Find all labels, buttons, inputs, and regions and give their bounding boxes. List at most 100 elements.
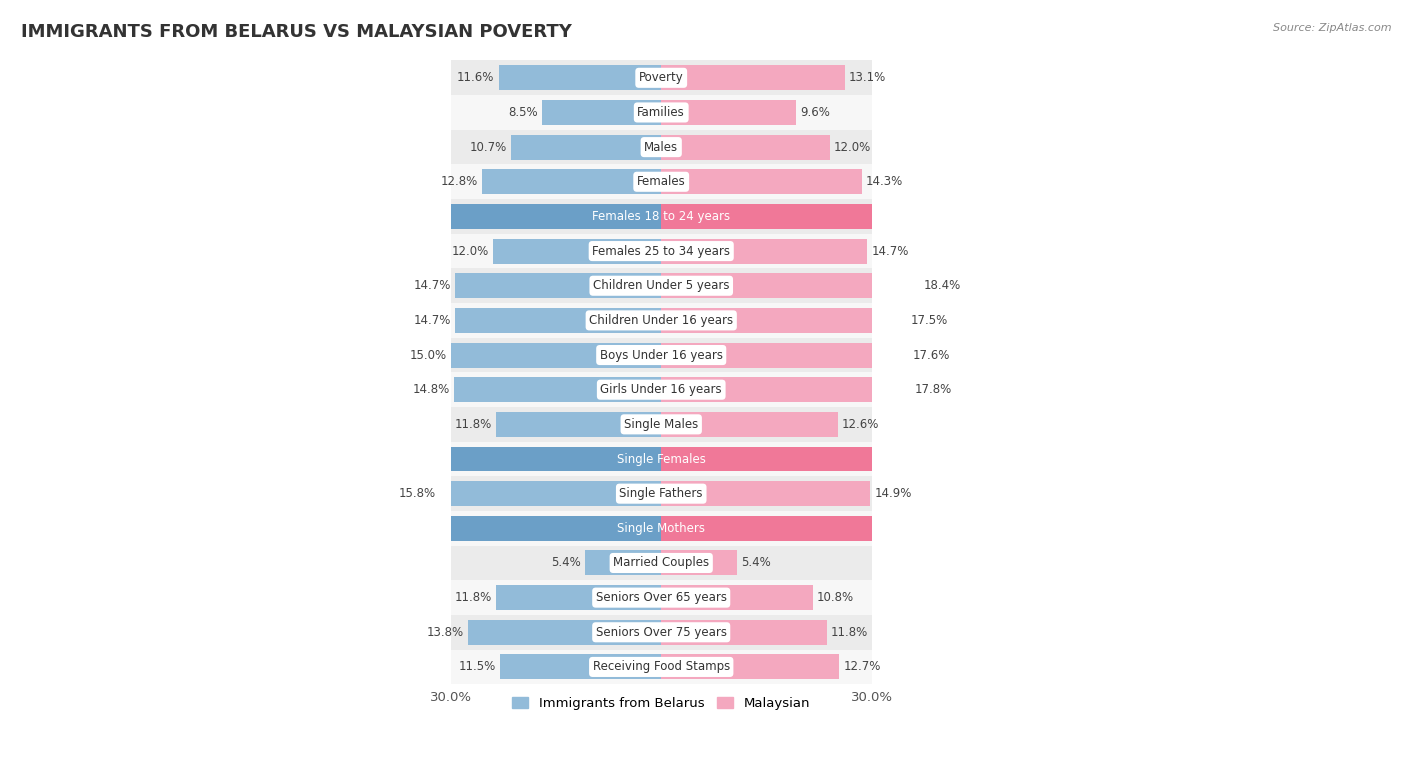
Text: 27.4%: 27.4% [283,522,323,535]
Text: 10.8%: 10.8% [817,591,853,604]
Bar [451,650,872,684]
Text: Males: Males [644,141,678,154]
Bar [482,169,661,194]
Bar [451,511,872,546]
Bar [661,377,911,402]
Bar [468,620,661,645]
Bar [451,546,872,581]
Bar [451,338,872,372]
Text: Single Mothers: Single Mothers [617,522,706,535]
Text: 14.8%: 14.8% [412,384,450,396]
Bar [543,100,661,125]
Text: 14.9%: 14.9% [875,487,911,500]
Text: Females: Females [637,175,686,188]
Text: 14.7%: 14.7% [413,279,451,293]
Text: 9.6%: 9.6% [800,106,830,119]
Bar [451,407,872,442]
Bar [451,199,872,233]
Bar [661,412,838,437]
Text: Children Under 5 years: Children Under 5 years [593,279,730,293]
Bar [456,308,661,333]
Text: Seniors Over 65 years: Seniors Over 65 years [596,591,727,604]
Text: 11.8%: 11.8% [831,626,868,639]
Bar [451,615,872,650]
Text: 17.8%: 17.8% [915,384,952,396]
Bar [661,204,941,229]
Text: Children Under 16 years: Children Under 16 years [589,314,734,327]
Text: 14.7%: 14.7% [413,314,451,327]
Bar [451,130,872,164]
Text: Source: ZipAtlas.com: Source: ZipAtlas.com [1274,23,1392,33]
Bar [451,96,872,130]
Bar [494,239,661,264]
Bar [391,446,661,471]
Bar [451,442,872,476]
Text: 17.5%: 17.5% [911,314,948,327]
Text: Single Fathers: Single Fathers [620,487,703,500]
Text: 18.5%: 18.5% [408,210,449,223]
Text: IMMIGRANTS FROM BELARUS VS MALAYSIAN POVERTY: IMMIGRANTS FROM BELARUS VS MALAYSIAN POV… [21,23,572,41]
Bar [496,412,661,437]
Bar [451,303,872,338]
Text: 11.6%: 11.6% [457,71,495,84]
Text: Boys Under 16 years: Boys Under 16 years [600,349,723,362]
Text: 12.0%: 12.0% [834,141,870,154]
Text: 11.8%: 11.8% [454,418,492,431]
Text: 19.3%: 19.3% [396,453,437,465]
Bar [661,654,839,679]
Text: Receiving Food Stamps: Receiving Food Stamps [592,660,730,673]
Text: 13.1%: 13.1% [849,71,886,84]
Text: Married Couples: Married Couples [613,556,709,569]
Bar [454,377,661,402]
Text: 14.7%: 14.7% [872,245,908,258]
Legend: Immigrants from Belarus, Malaysian: Immigrants from Belarus, Malaysian [508,691,815,715]
Text: 11.5%: 11.5% [458,660,496,673]
Text: 8.5%: 8.5% [508,106,538,119]
Bar [661,65,845,90]
Text: 5.4%: 5.4% [551,556,581,569]
Bar [661,343,908,368]
Text: 13.8%: 13.8% [426,626,464,639]
Text: 14.3%: 14.3% [866,175,903,188]
Bar [661,135,830,160]
Bar [661,585,813,610]
Text: Seniors Over 75 years: Seniors Over 75 years [596,626,727,639]
Bar [499,65,661,90]
Text: 29.7%: 29.7% [1031,522,1073,535]
Bar [661,516,1078,540]
Bar [661,620,827,645]
Bar [501,654,661,679]
Text: Females 25 to 34 years: Females 25 to 34 years [592,245,730,258]
Bar [440,481,661,506]
Text: 10.7%: 10.7% [470,141,508,154]
Text: Single Females: Single Females [617,453,706,465]
Bar [512,135,661,160]
Bar [456,273,661,298]
Bar [451,343,661,368]
Text: 18.4%: 18.4% [924,279,960,293]
Text: Females 18 to 24 years: Females 18 to 24 years [592,210,730,223]
Text: Girls Under 16 years: Girls Under 16 years [600,384,723,396]
Bar [661,308,907,333]
Bar [661,550,737,575]
Bar [451,476,872,511]
Bar [661,100,796,125]
Bar [496,585,661,610]
Bar [451,61,872,96]
Bar [277,516,661,540]
Bar [402,204,661,229]
Text: 15.8%: 15.8% [398,487,436,500]
Bar [661,273,920,298]
Text: 12.0%: 12.0% [451,245,489,258]
Text: 12.6%: 12.6% [842,418,880,431]
Text: 5.4%: 5.4% [741,556,770,569]
Bar [661,481,870,506]
Bar [451,268,872,303]
Bar [661,446,973,471]
Text: 22.2%: 22.2% [927,453,967,465]
Text: 12.8%: 12.8% [440,175,478,188]
Bar [585,550,661,575]
Text: 11.8%: 11.8% [454,591,492,604]
Bar [661,239,868,264]
Text: 19.9%: 19.9% [894,210,935,223]
